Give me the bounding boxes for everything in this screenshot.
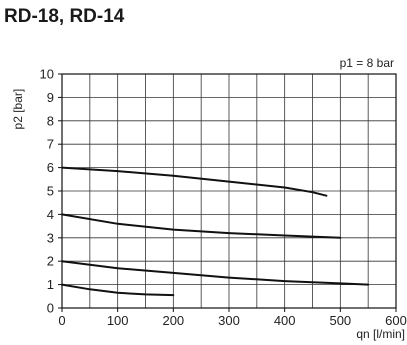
page-title: RD-18, RD-14 [4,6,125,27]
x-tick-label: 200 [162,313,184,328]
y-tick-label: 7 [47,137,54,152]
y-tick-label: 3 [47,230,54,245]
y-tick-label: 9 [47,90,54,105]
y-tick-label: 0 [47,301,54,316]
y-tick-label: 6 [47,160,54,175]
y-tick-label: 4 [47,207,54,222]
chart-series [61,166,370,297]
series-line-1 [61,166,328,197]
y-tick-label: 10 [40,67,54,82]
x-tick-label: 600 [385,313,407,328]
x-tick-label: 400 [274,313,296,328]
y-tick-label: 2 [47,254,54,269]
y-tick-label: 1 [47,277,54,292]
y-tick-label: 8 [47,113,54,128]
chart-labels: 0 100 200 300 400 500 600 0 1 2 3 4 5 6 7 8 9 10 [40,67,407,329]
x-tick-label: 300 [218,313,240,328]
series-line-3 [61,260,370,286]
x-axis-label: qn [l/min] [356,327,405,341]
series-line-2 [61,213,342,239]
chart-grid [61,73,397,309]
y-tick-label: 5 [47,184,54,199]
series-line-4 [61,283,175,297]
y-axis-label: p2 [bar] [11,89,25,130]
x-tick-label: 0 [58,313,65,328]
x-tick-label: 500 [329,313,351,328]
x-tick-label: 100 [107,313,129,328]
chart-axes [58,73,397,312]
pressure-annotation: p1 = 8 bar [340,56,394,70]
